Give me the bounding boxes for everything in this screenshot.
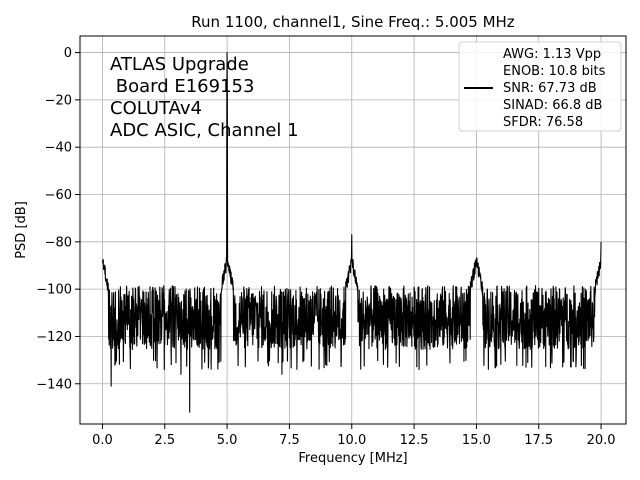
annotation-line-2: Board E169153 (110, 76, 254, 97)
annotation-line-1: ATLAS Upgrade (110, 54, 249, 75)
x-tick-label: 7.5 (279, 433, 300, 448)
plot-frame (79, 35, 627, 425)
y-tick-label: −140 (36, 377, 72, 392)
x-tick-label: 20.0 (587, 433, 616, 448)
annotation-line-3: COLUTAv4 (110, 98, 202, 119)
y-axis-label: PSD [dB] (14, 201, 29, 259)
x-tick-label: 12.5 (400, 433, 429, 448)
x-tick-label: 10.0 (337, 433, 366, 448)
chart-title: Run 1100, channel1, Sine Freq.: 5.005 MH… (191, 13, 515, 31)
x-tick-label: 17.5 (524, 433, 553, 448)
y-tick-label: −20 (45, 93, 72, 108)
x-axis-label: Frequency [MHz] (298, 451, 407, 466)
legend-line-5: SFDR: 76.58 (503, 115, 583, 130)
annotation-block: ATLAS Upgrade Board E169153 COLUTAv4 ADC… (110, 54, 299, 141)
legend-line-2: ENOB: 10.8 bits (503, 64, 606, 79)
y-tick-label: −100 (36, 283, 72, 298)
y-tick-label: −40 (45, 141, 72, 156)
legend: AWG: 1.13 Vpp ENOB: 10.8 bits SNR: 67.73… (458, 41, 622, 132)
annotation-line-4: ADC ASIC, Channel 1 (110, 120, 299, 141)
y-tick-label: −120 (36, 330, 72, 345)
legend-line-4: SINAD: 66.8 dB (503, 98, 602, 113)
x-tick-label: 15.0 (462, 433, 491, 448)
legend-box (458, 41, 622, 132)
x-tick-label: 2.5 (154, 433, 175, 448)
y-tick-label: −60 (45, 188, 72, 203)
x-tick-label: 0.0 (92, 433, 113, 448)
legend-line-1: AWG: 1.13 Vpp (503, 47, 601, 62)
y-tick-label: −80 (45, 235, 72, 250)
y-tick-label: 0 (64, 46, 72, 61)
legend-line-3: SNR: 67.73 dB (503, 81, 597, 96)
series-line-psd (101, 52, 602, 413)
x-tick-label: 5.0 (217, 433, 238, 448)
y-axis: 0 −20 −40 −60 −80 −100 −120 −140 (36, 46, 80, 392)
x-axis: 0.0 2.5 5.0 7.5 10.0 12.5 15.0 17.5 20.0 (92, 424, 616, 448)
